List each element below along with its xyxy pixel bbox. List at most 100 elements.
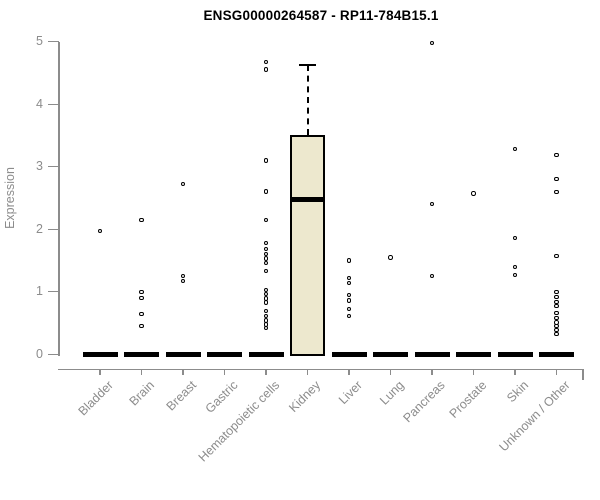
outlier-point bbox=[554, 152, 559, 157]
median-bladder bbox=[82, 351, 118, 358]
median-hematopoietic-cells bbox=[248, 351, 284, 358]
outlier-point bbox=[429, 41, 435, 46]
outlier-point bbox=[263, 287, 269, 293]
outlier-point bbox=[346, 275, 352, 281]
median-gastric bbox=[207, 351, 242, 358]
outlier-point bbox=[180, 278, 186, 284]
x-tick bbox=[472, 368, 475, 375]
outlier-point bbox=[512, 264, 518, 269]
x-label-lung: Lung bbox=[376, 378, 407, 408]
median-liver bbox=[331, 351, 367, 358]
y-tick bbox=[47, 103, 59, 105]
outlier-point bbox=[263, 189, 269, 194]
outlier-point bbox=[554, 176, 559, 182]
outlier-point bbox=[139, 217, 144, 222]
outlier-point bbox=[512, 235, 518, 241]
outlier-point bbox=[554, 190, 559, 195]
outlier-point bbox=[139, 324, 144, 329]
outlier-point bbox=[512, 272, 518, 278]
x-tick bbox=[389, 368, 392, 375]
outlier-point bbox=[180, 181, 186, 187]
outlier-point bbox=[554, 253, 559, 259]
x-label-breast: Breast bbox=[163, 378, 199, 414]
outlier-point bbox=[346, 306, 352, 311]
whisker-cap-kidney bbox=[299, 63, 316, 66]
median-breast bbox=[165, 351, 201, 358]
x-tick bbox=[306, 368, 309, 375]
x-label-bladder: Bladder bbox=[75, 378, 116, 419]
x-label-gastric: Gastric bbox=[202, 378, 241, 416]
median-kidney bbox=[290, 196, 325, 202]
y-tick bbox=[47, 166, 59, 168]
outlier-point bbox=[554, 294, 559, 299]
x-label-brain: Brain bbox=[126, 378, 158, 409]
y-tick bbox=[47, 228, 59, 230]
outlier-point bbox=[263, 59, 269, 65]
outlier-point bbox=[263, 240, 269, 246]
x-tick bbox=[431, 368, 433, 375]
outlier-point bbox=[346, 314, 352, 319]
outlier-point bbox=[554, 303, 559, 309]
outlier-point bbox=[346, 258, 352, 263]
x-tick bbox=[223, 368, 226, 375]
outlier-point bbox=[263, 67, 269, 72]
x-tick bbox=[348, 368, 350, 375]
x-label-unknown-other: Unknown / Other bbox=[496, 378, 573, 455]
median-skin bbox=[497, 351, 533, 358]
outlier-point bbox=[263, 268, 269, 274]
median-prostate bbox=[456, 351, 491, 358]
outlier-point bbox=[139, 295, 144, 301]
x-axis-line bbox=[58, 368, 584, 370]
x-axis-end-tick bbox=[582, 368, 584, 380]
outlier-point bbox=[429, 273, 435, 279]
x-label-prostate: Prostate bbox=[446, 378, 490, 421]
outlier-point bbox=[263, 247, 269, 252]
median-pancreas bbox=[414, 351, 450, 358]
outlier-point bbox=[139, 311, 144, 316]
x-tick bbox=[140, 368, 143, 375]
chart-title: ENSG00000264587 - RP11-784B15.1 bbox=[203, 8, 439, 23]
outlier-point bbox=[554, 299, 559, 304]
x-tick bbox=[265, 368, 267, 375]
x-tick bbox=[182, 368, 184, 375]
y-tick bbox=[47, 40, 59, 43]
outlier-point bbox=[263, 325, 269, 331]
y-tick-label: 5 bbox=[36, 34, 43, 48]
y-tick-label: 3 bbox=[36, 159, 43, 174]
y-tick-label: 0 bbox=[36, 347, 43, 361]
outlier-point bbox=[97, 228, 103, 234]
y-tick-label: 4 bbox=[36, 96, 43, 111]
outlier-point bbox=[263, 300, 269, 305]
box-kidney bbox=[290, 135, 325, 357]
outlier-point bbox=[388, 255, 393, 260]
x-label-kidney: Kidney bbox=[286, 378, 324, 415]
outlier-point bbox=[554, 331, 559, 336]
outlier-point bbox=[554, 315, 559, 321]
x-label-pancreas: Pancreas bbox=[400, 378, 448, 426]
outlier-point bbox=[554, 289, 559, 294]
outlier-point bbox=[554, 310, 559, 316]
outlier-point bbox=[429, 201, 435, 207]
outlier-point bbox=[263, 309, 269, 314]
x-tick bbox=[514, 368, 516, 375]
outlier-point bbox=[263, 260, 269, 266]
y-tick-label: 1 bbox=[36, 284, 43, 299]
outlier-point bbox=[263, 314, 269, 319]
outlier-point bbox=[346, 298, 352, 303]
whisker-kidney bbox=[306, 64, 309, 136]
outlier-point bbox=[263, 256, 269, 261]
y-tick bbox=[47, 291, 59, 293]
outlier-point bbox=[346, 280, 352, 286]
y-axis-line bbox=[58, 41, 60, 356]
median-lung bbox=[373, 351, 408, 358]
x-label-skin: Skin bbox=[503, 378, 531, 406]
outlier-point bbox=[263, 292, 269, 297]
median-brain bbox=[124, 351, 159, 358]
outlier-point bbox=[139, 289, 144, 294]
x-tick bbox=[99, 368, 101, 375]
outlier-point bbox=[180, 273, 186, 279]
y-tick bbox=[47, 353, 59, 356]
y-tick-label: 2 bbox=[36, 221, 43, 236]
